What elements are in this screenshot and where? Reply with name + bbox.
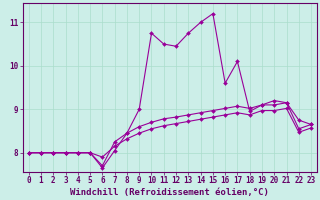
X-axis label: Windchill (Refroidissement éolien,°C): Windchill (Refroidissement éolien,°C): [70, 188, 269, 197]
